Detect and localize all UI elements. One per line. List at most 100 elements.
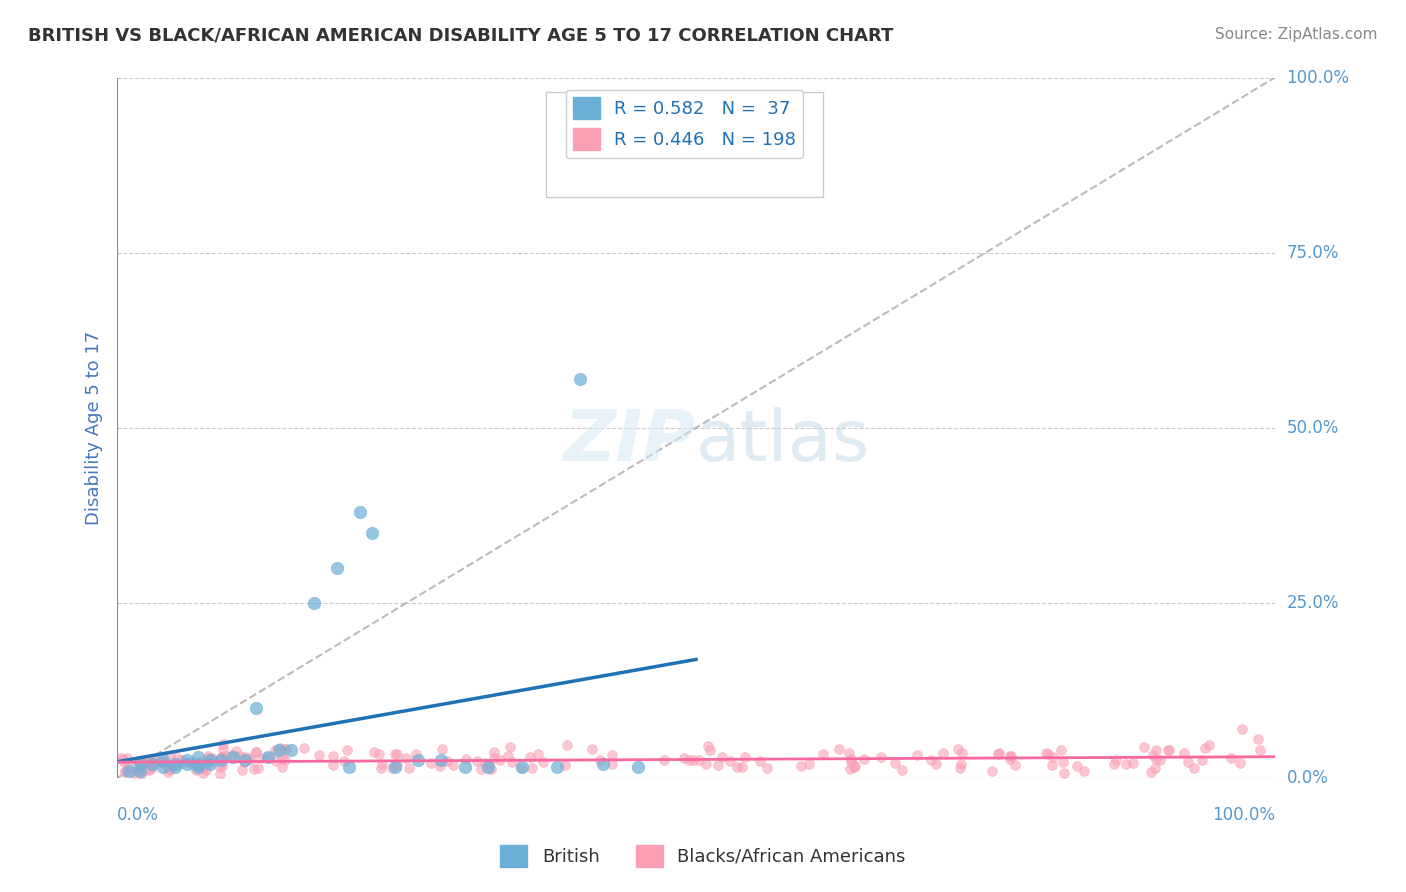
Point bbox=[387, 747, 409, 761]
Point bbox=[420, 756, 443, 771]
Point bbox=[384, 760, 406, 774]
Point bbox=[160, 760, 183, 774]
Point bbox=[349, 505, 371, 519]
Point bbox=[129, 756, 152, 771]
Point bbox=[183, 757, 205, 772]
Point bbox=[271, 759, 294, 773]
Point bbox=[212, 741, 235, 756]
Point bbox=[600, 747, 623, 762]
Point bbox=[274, 742, 297, 756]
Text: 100.0%: 100.0% bbox=[1212, 806, 1275, 824]
Point bbox=[1144, 752, 1167, 766]
Point bbox=[501, 756, 523, 770]
Point bbox=[489, 753, 512, 767]
Point bbox=[853, 752, 876, 766]
Point bbox=[512, 760, 534, 774]
Point bbox=[269, 743, 291, 757]
Point bbox=[256, 750, 278, 764]
Point bbox=[152, 754, 174, 768]
Point bbox=[1232, 722, 1254, 736]
Point bbox=[652, 754, 675, 768]
Text: 0.0%: 0.0% bbox=[117, 806, 159, 824]
Text: 100.0%: 100.0% bbox=[1286, 69, 1350, 87]
Point bbox=[193, 761, 215, 775]
Point bbox=[1004, 758, 1026, 772]
Point bbox=[138, 755, 160, 769]
Point bbox=[308, 747, 330, 762]
Point bbox=[238, 751, 260, 765]
Point bbox=[363, 745, 385, 759]
Point bbox=[987, 746, 1010, 760]
Point bbox=[242, 762, 264, 776]
Point bbox=[135, 756, 157, 770]
Point bbox=[870, 749, 893, 764]
Point bbox=[165, 756, 187, 771]
Point bbox=[1053, 766, 1076, 780]
Point bbox=[838, 746, 860, 760]
Point bbox=[1000, 748, 1022, 763]
Point bbox=[1157, 743, 1180, 757]
Point bbox=[998, 748, 1021, 763]
Point bbox=[245, 745, 267, 759]
Point bbox=[125, 764, 148, 779]
Point bbox=[697, 739, 720, 754]
Point bbox=[453, 760, 475, 774]
Point bbox=[191, 755, 214, 769]
Point bbox=[292, 741, 315, 756]
Point bbox=[134, 763, 156, 777]
Point bbox=[197, 748, 219, 763]
Point bbox=[209, 750, 232, 764]
Point bbox=[839, 762, 862, 776]
Point bbox=[398, 761, 420, 775]
FancyBboxPatch shape bbox=[546, 92, 824, 196]
Point bbox=[405, 747, 427, 761]
Point bbox=[1182, 761, 1205, 775]
Y-axis label: Disability Age 5 to 17: Disability Age 5 to 17 bbox=[86, 331, 103, 524]
Point bbox=[256, 750, 278, 764]
Point bbox=[987, 747, 1010, 761]
Point bbox=[322, 748, 344, 763]
Point bbox=[195, 756, 218, 770]
Point bbox=[231, 764, 253, 778]
Point bbox=[554, 758, 576, 772]
Point bbox=[799, 756, 821, 771]
Point bbox=[756, 761, 779, 775]
Point bbox=[209, 766, 232, 780]
Point bbox=[949, 761, 972, 775]
Point bbox=[1177, 755, 1199, 769]
Point bbox=[980, 764, 1002, 778]
Point bbox=[302, 596, 325, 610]
Point bbox=[441, 758, 464, 772]
Point bbox=[749, 754, 772, 768]
Point bbox=[181, 756, 204, 770]
Point bbox=[1040, 758, 1063, 772]
Text: 25.0%: 25.0% bbox=[1286, 594, 1339, 612]
Point bbox=[135, 755, 157, 769]
Point bbox=[946, 742, 969, 756]
Point bbox=[406, 754, 429, 768]
Point bbox=[264, 743, 287, 757]
Text: 0.0%: 0.0% bbox=[1286, 769, 1329, 787]
Point bbox=[924, 756, 946, 771]
Point bbox=[127, 755, 149, 769]
Point bbox=[600, 756, 623, 771]
Point bbox=[159, 762, 181, 776]
Point bbox=[839, 755, 862, 769]
Text: atlas: atlas bbox=[696, 408, 870, 476]
Point bbox=[477, 760, 499, 774]
Point bbox=[522, 760, 544, 774]
Point bbox=[233, 750, 256, 764]
Point bbox=[274, 753, 297, 767]
Point bbox=[592, 756, 614, 771]
Point bbox=[118, 764, 141, 778]
Point bbox=[187, 760, 209, 774]
Point bbox=[370, 761, 392, 775]
Point bbox=[1157, 743, 1180, 757]
Point bbox=[1173, 746, 1195, 760]
Point bbox=[187, 750, 209, 764]
Point bbox=[1144, 743, 1167, 757]
Point bbox=[159, 763, 181, 777]
Point bbox=[214, 749, 236, 764]
Point bbox=[730, 759, 752, 773]
Point bbox=[1052, 755, 1074, 769]
